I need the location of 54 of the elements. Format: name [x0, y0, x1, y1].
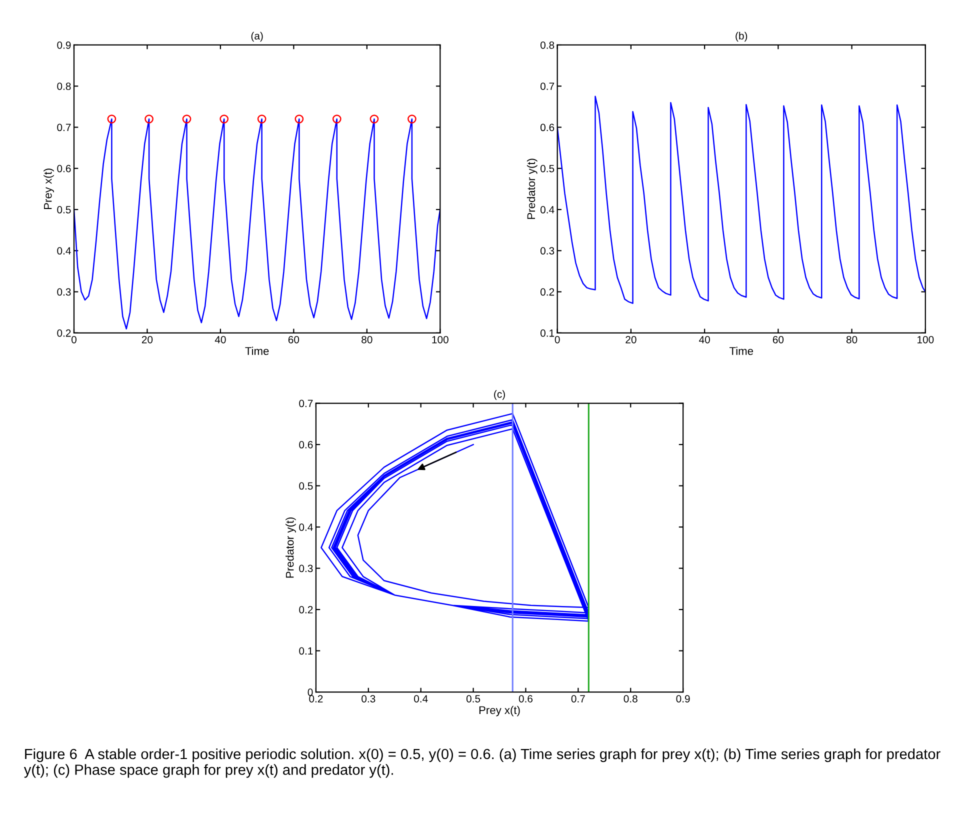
x-tick-label: 20 [626, 336, 636, 344]
caption: Figure 6 A stable order-1 positive periodic solution. x(0) = 0.5, y(0) = 0.6. (a) Time series graph for prey x(t); (b) Time series graph for predator y(t); (c) Phase space graph for prey x(t) and predator y(t). [24, 748, 940, 778]
x-tick-label: 0 [554, 336, 560, 344]
x-tick-label: 80 [362, 336, 372, 344]
x-tick-label: 0.4 [414, 695, 428, 702]
y-tick-label: 0.3 [57, 288, 71, 296]
y-tick-label: 0.1 [299, 647, 313, 655]
y-tick-label: 0.7 [299, 400, 313, 408]
y-tick-label: 0.2 [540, 288, 554, 296]
x-tick-label: 60 [772, 336, 784, 344]
y-tick-label: 0.6 [57, 164, 71, 172]
y-tick-label: 0.6 [299, 441, 313, 448]
x-tick-label: 0 [72, 336, 76, 344]
x-tick-label: 0.8 [624, 695, 638, 702]
y-tick-label: 0.7 [540, 82, 554, 90]
y-tick-label: 0.1 [540, 329, 554, 337]
x-tick-label: 0.2 [309, 695, 323, 702]
y-axis-title: Prey x(t) [44, 168, 54, 210]
x-tick-label: 0.5 [466, 695, 480, 702]
x-tick-label: 60 [288, 336, 300, 344]
chart-title: (a) [251, 32, 263, 42]
y-tick-label: 0.3 [299, 564, 313, 572]
x-axis-title: Time [729, 346, 754, 355]
y-tick-label: 0 [308, 688, 313, 696]
y-tick-label: 0.4 [57, 247, 71, 255]
y-tick-label: 0.4 [299, 524, 313, 531]
y-tick-label: 0.5 [540, 164, 554, 172]
y-axis-title: Predator y(t) [286, 517, 296, 578]
x-tick-label: 0.7 [571, 695, 585, 702]
y-tick-label: 0.4 [540, 206, 554, 214]
x-tick-label: 0.6 [518, 695, 533, 702]
y-tick-label: 0.7 [57, 124, 71, 132]
chart-title: (b) [736, 32, 748, 42]
y-tick-label: 0.5 [299, 482, 313, 490]
x-tick-label: 40 [699, 336, 710, 344]
x-axis-title: Time [245, 346, 269, 355]
y-tick-label: 0.2 [299, 606, 313, 614]
y-tick-label: 0.2 [57, 329, 71, 337]
x-tick-label: 20 [142, 336, 153, 344]
x-tick-label: 100 [432, 336, 448, 344]
x-tick-label: 40 [214, 336, 226, 344]
y-tick-label: 0.8 [57, 82, 71, 90]
x-tick-label: 80 [846, 336, 858, 344]
x-tick-label: 0.3 [362, 695, 376, 702]
y-axis-title: Predator y(t) [526, 158, 538, 219]
x-tick-label: 100 [918, 336, 934, 344]
y-tick-label: 0.6 [540, 124, 554, 132]
y-tick-label: 0.8 [540, 41, 554, 49]
chart-title: (c) [494, 390, 505, 400]
x-axis-title: Prey x(t) [479, 706, 520, 716]
y-tick-label: 0.5 [57, 206, 71, 214]
y-tick-label: 0.9 [57, 41, 71, 49]
x-tick-label: 0.9 [676, 695, 690, 702]
y-tick-label: 0.3 [540, 247, 554, 255]
